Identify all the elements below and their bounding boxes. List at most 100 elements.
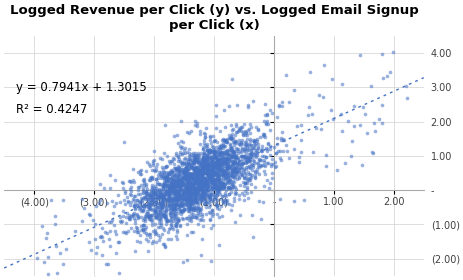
Point xyxy=(153,215,160,220)
Point xyxy=(205,188,212,193)
Point xyxy=(201,159,209,163)
Point xyxy=(260,153,268,158)
Point xyxy=(175,183,182,188)
Point xyxy=(225,153,232,157)
Point xyxy=(231,167,238,172)
Point xyxy=(202,164,210,168)
Point xyxy=(118,218,125,223)
Point xyxy=(194,195,202,200)
Point xyxy=(241,181,248,185)
Point xyxy=(231,220,238,224)
Point xyxy=(131,203,138,208)
Point xyxy=(232,172,240,177)
Point xyxy=(191,169,199,173)
Point xyxy=(191,187,198,192)
Point xyxy=(195,168,202,173)
Point xyxy=(215,164,223,168)
Point xyxy=(215,186,223,190)
Point xyxy=(177,216,185,221)
Point xyxy=(197,167,205,172)
Point xyxy=(175,218,182,222)
Point xyxy=(154,173,162,178)
Point xyxy=(168,182,175,186)
Point xyxy=(258,162,265,167)
Point xyxy=(214,185,222,189)
Point xyxy=(199,182,206,187)
Point xyxy=(223,151,231,156)
Point xyxy=(181,186,188,190)
Point xyxy=(165,192,172,196)
Point xyxy=(205,200,212,204)
Point xyxy=(244,176,251,180)
Point xyxy=(148,241,155,245)
Point xyxy=(145,206,152,210)
Point xyxy=(165,227,173,231)
Point xyxy=(157,176,165,181)
Point xyxy=(213,160,220,165)
Point xyxy=(260,169,268,173)
Point xyxy=(256,135,263,139)
Point xyxy=(173,183,180,187)
Point xyxy=(187,187,194,191)
Point xyxy=(183,179,191,183)
Point xyxy=(221,173,229,178)
Point xyxy=(227,173,235,178)
Point xyxy=(199,194,206,198)
Point xyxy=(164,194,172,199)
Point xyxy=(232,191,239,195)
Point xyxy=(208,185,216,189)
Point xyxy=(166,191,174,195)
Point xyxy=(183,199,190,204)
Point xyxy=(193,165,200,169)
Point xyxy=(214,165,222,169)
Point xyxy=(225,163,232,168)
Point xyxy=(224,172,231,177)
Point xyxy=(184,188,191,193)
Point xyxy=(244,156,251,161)
Point xyxy=(196,209,204,214)
Point xyxy=(174,196,181,200)
Point xyxy=(179,192,186,196)
Point xyxy=(214,163,222,167)
Point xyxy=(198,174,206,179)
Point xyxy=(226,178,233,183)
Point xyxy=(191,214,198,219)
Point xyxy=(206,217,213,221)
Point xyxy=(192,180,199,184)
Point xyxy=(165,191,172,195)
Point xyxy=(160,181,167,186)
Point xyxy=(244,171,252,176)
Point xyxy=(170,213,177,217)
Point xyxy=(141,195,148,199)
Point xyxy=(239,148,247,152)
Point xyxy=(194,211,201,215)
Point xyxy=(187,174,194,178)
Point xyxy=(232,123,239,128)
Point xyxy=(156,173,164,177)
Point xyxy=(186,158,194,162)
Point xyxy=(209,166,217,171)
Point xyxy=(174,174,181,178)
Point xyxy=(249,164,256,169)
Point xyxy=(168,168,175,173)
Point xyxy=(228,173,235,178)
Point xyxy=(163,154,170,158)
Point xyxy=(131,215,138,220)
Point xyxy=(216,151,223,156)
Point xyxy=(182,182,190,186)
Point xyxy=(196,207,203,212)
Point xyxy=(98,234,106,239)
Point xyxy=(181,191,189,196)
Point xyxy=(217,169,224,174)
Point xyxy=(206,192,214,197)
Point xyxy=(277,136,284,140)
Point xyxy=(186,154,194,158)
Point xyxy=(208,165,216,169)
Point xyxy=(151,200,158,204)
Point xyxy=(175,218,182,222)
Point xyxy=(224,161,232,166)
Point xyxy=(214,165,222,169)
Point xyxy=(261,164,268,169)
Point xyxy=(48,198,55,202)
Point xyxy=(174,176,181,181)
